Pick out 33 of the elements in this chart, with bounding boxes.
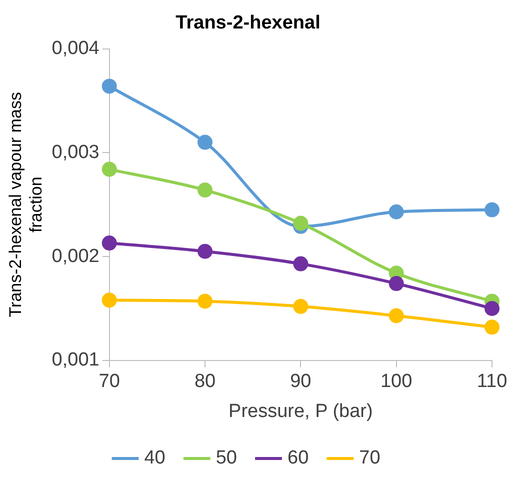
y-tick-label: 0,001 bbox=[52, 350, 100, 371]
x-tick-label: 110 bbox=[476, 371, 508, 392]
y-tick-label: 0,004 bbox=[52, 38, 100, 60]
point bbox=[484, 320, 500, 335]
point bbox=[388, 308, 404, 324]
point bbox=[102, 78, 117, 94]
x-tick-label: 90 bbox=[290, 371, 312, 392]
point bbox=[102, 236, 117, 251]
chart-title: Trans-2-hexenal bbox=[176, 12, 320, 34]
legend-label: 70 bbox=[359, 448, 380, 469]
x-axis-title: Pressure, P (bar) bbox=[228, 400, 373, 422]
point bbox=[198, 182, 213, 198]
point bbox=[102, 162, 117, 177]
point bbox=[198, 294, 213, 309]
point bbox=[388, 204, 404, 220]
point bbox=[198, 134, 213, 150]
point bbox=[484, 202, 500, 218]
legend-label: 40 bbox=[144, 448, 166, 469]
y-tick-label: 0,002 bbox=[52, 246, 100, 267]
point bbox=[388, 276, 404, 292]
x-tick-label: 100 bbox=[380, 371, 412, 392]
point bbox=[293, 216, 308, 231]
legend-label: 60 bbox=[288, 448, 309, 469]
point bbox=[102, 292, 117, 308]
point bbox=[293, 256, 308, 272]
point bbox=[484, 300, 500, 316]
point bbox=[198, 244, 213, 259]
y-axis-title: Trans-2-hexenal vapour mass fraction bbox=[6, 92, 46, 318]
legend-label: 50 bbox=[216, 448, 238, 469]
point bbox=[293, 298, 308, 314]
x-tick-label: 70 bbox=[98, 371, 120, 392]
x-tick-label: 80 bbox=[194, 371, 216, 392]
y-tick-label: 0,003 bbox=[52, 142, 100, 163]
